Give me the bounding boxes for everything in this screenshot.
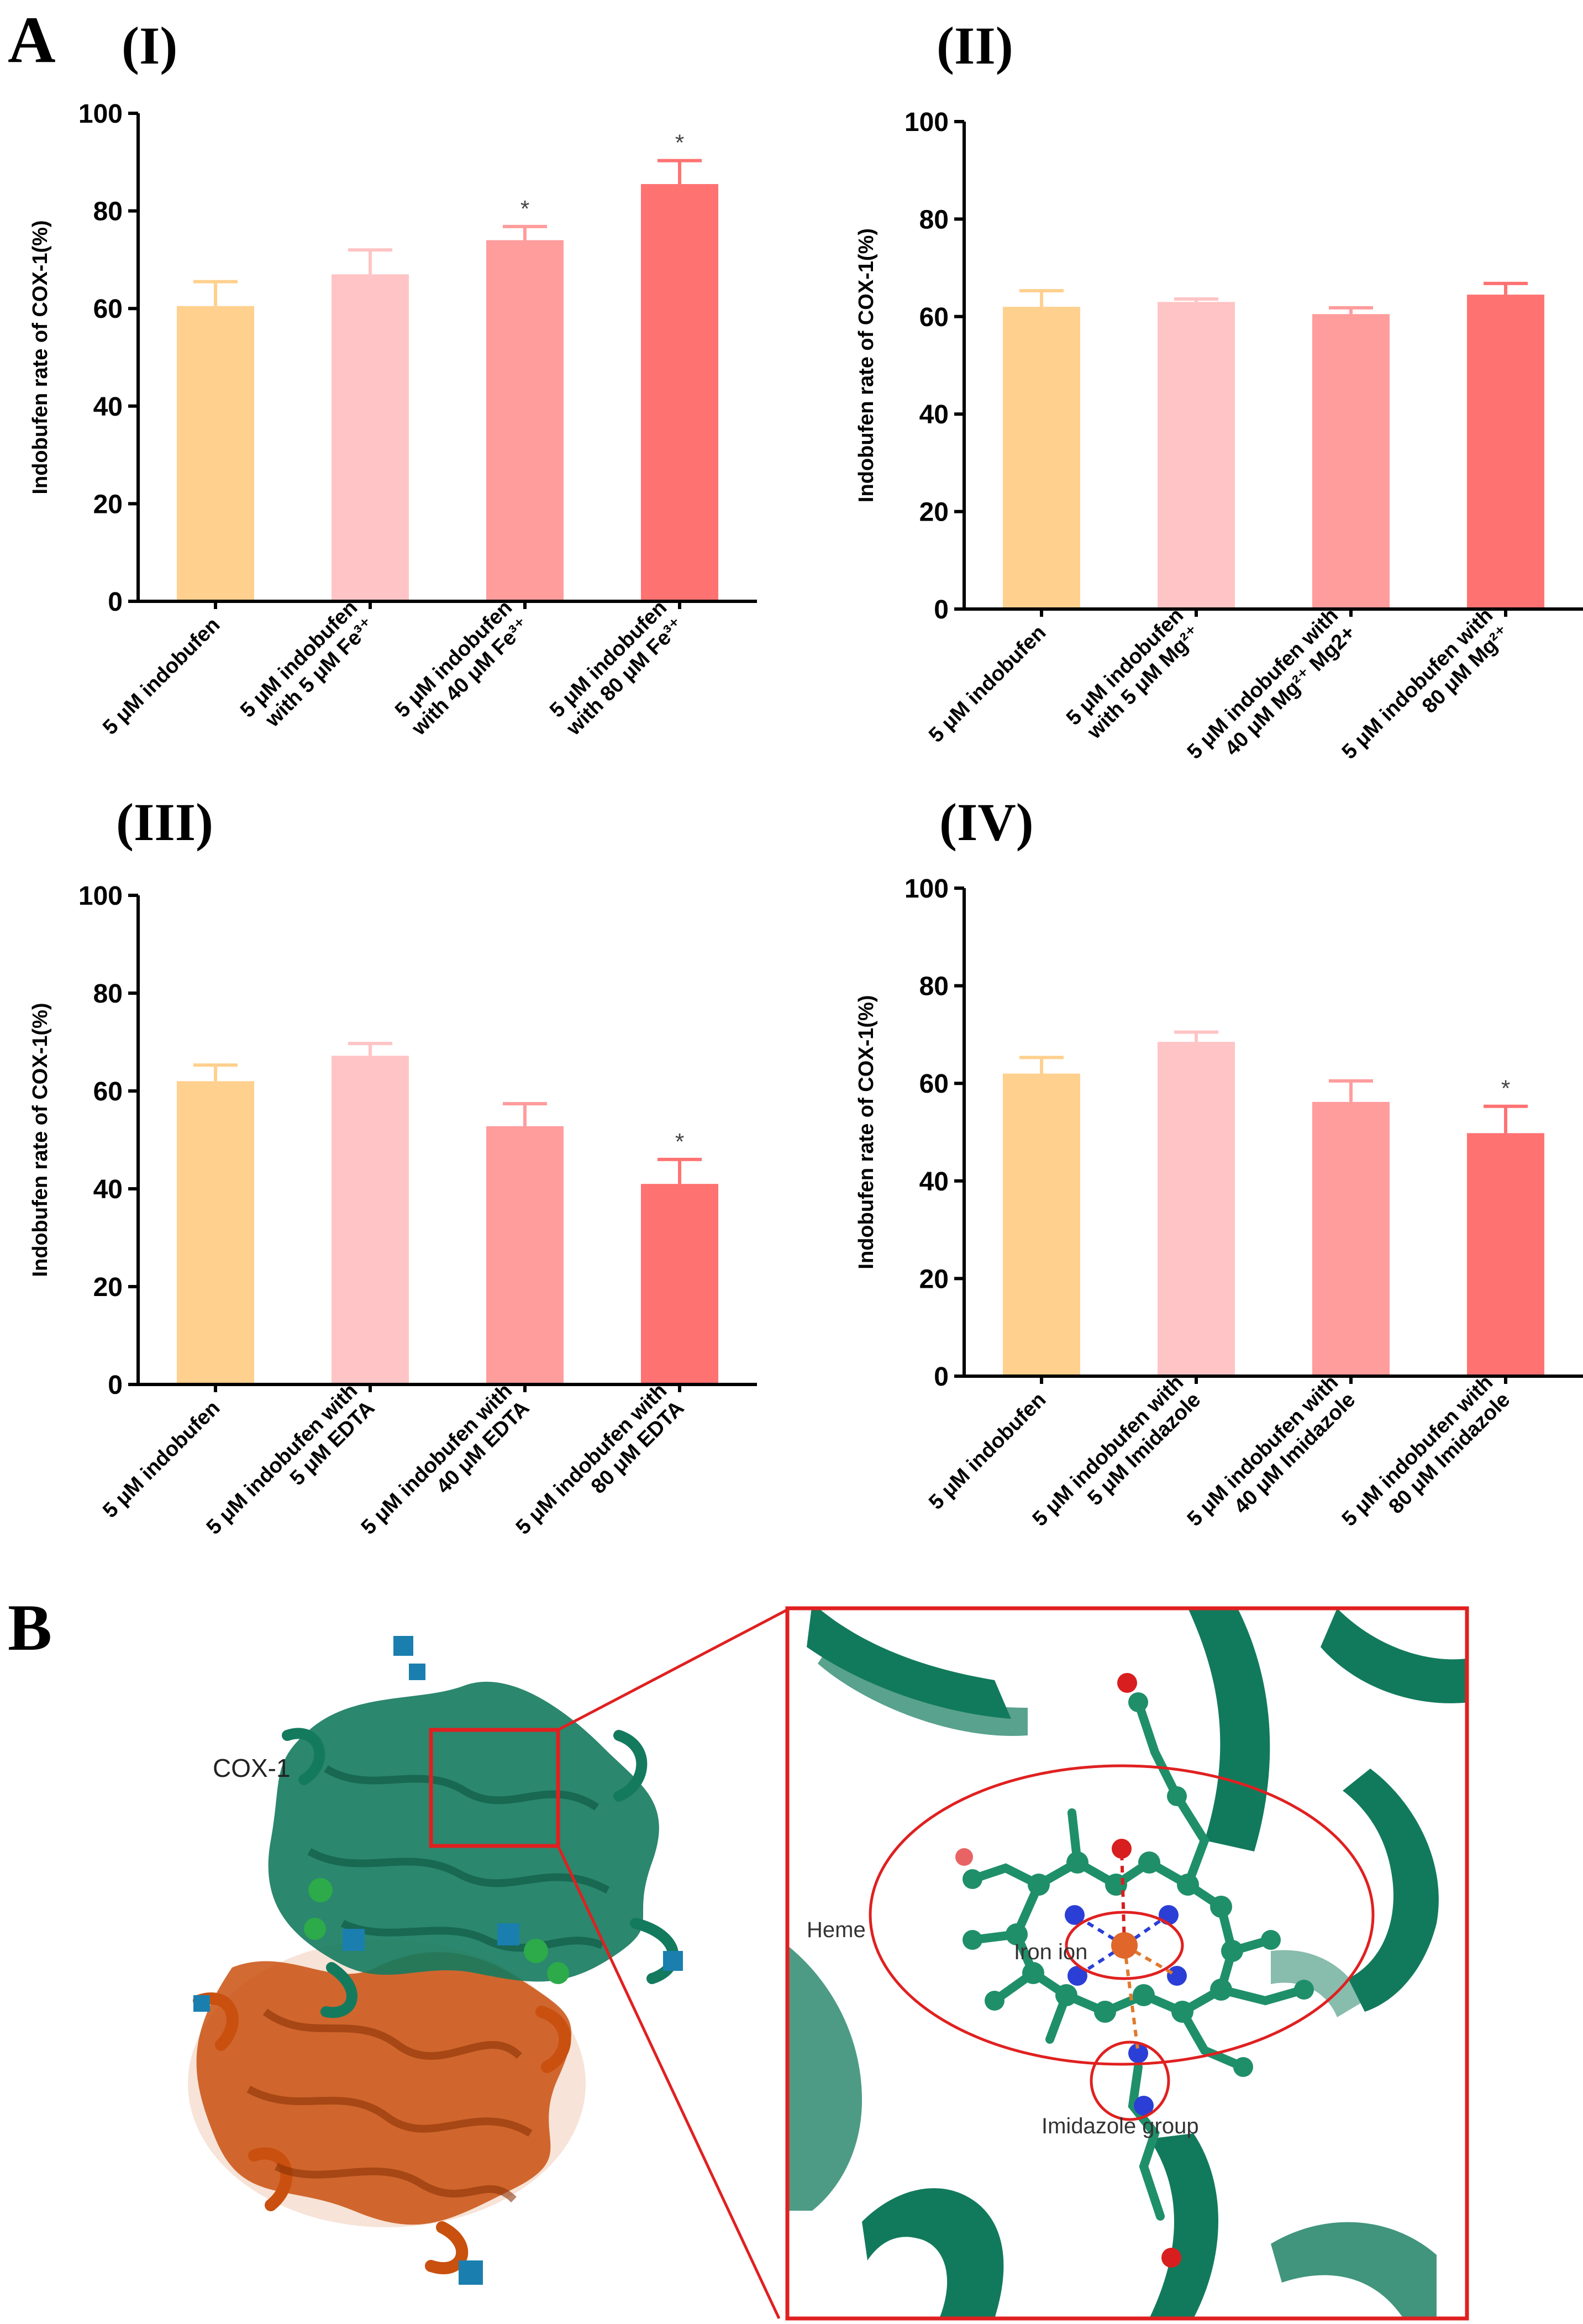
y-axis-label: Indobufen rate of COX-1(%) [29, 220, 52, 494]
x-tick-label-3: 5 μM indobufen with40 μM Imidazole [1183, 1371, 1360, 1549]
bar-3 [1312, 314, 1390, 609]
y-tick-label: 60 [919, 303, 949, 332]
iron-ion-atom [1111, 1932, 1138, 1959]
y-axis-label: Indobufen rate of COX-1(%) [855, 228, 878, 502]
cox1-protein-structure: COX-1 [188, 1607, 791, 2320]
glycan-markers [193, 1636, 683, 2285]
chart-title: (III) [116, 793, 213, 852]
y-tick-label: 0 [934, 1362, 949, 1392]
bar-2 [1158, 1042, 1235, 1376]
x-tick-label-4: 5 μM indobufenwith 80 μM Fe³⁺ [545, 596, 689, 741]
significance-mark-4: * [675, 130, 684, 156]
zoom-line-top [557, 1607, 791, 1732]
y-tick-label: 40 [919, 1167, 949, 1197]
bar-4 [1467, 1133, 1544, 1376]
heme-highlight-ellipse [869, 1764, 1375, 2066]
iron-highlight-ellipse [1065, 1911, 1184, 1980]
heme-label: Heme [807, 1918, 866, 1942]
x-tick-label-4: 5 μM indobufen with80 μM Imidazole [1338, 1371, 1515, 1549]
y-tick-label: 100 [904, 874, 949, 904]
y-tick-label: 40 [93, 392, 123, 422]
y-tick-label: 40 [919, 400, 949, 429]
bar-1 [1003, 1073, 1080, 1376]
zoom-line-bottom [556, 1845, 781, 2320]
bar-3 [486, 240, 564, 602]
coordination-bonds [1074, 1848, 1178, 2054]
y-tick-label: 0 [108, 1371, 123, 1400]
cox1-label: COX-1 [213, 1754, 291, 1782]
bar-chart-iv: (IV) Indobufen rate of COX-1(%) 5 μM indob… [855, 793, 1583, 1549]
panel-letter-b: B [8, 1591, 52, 1664]
bar-2 [332, 274, 409, 601]
y-axis-label: Indobufen rate of COX-1(%) [29, 1003, 52, 1277]
bar-4 [1467, 295, 1544, 609]
y-tick-label: 60 [93, 1077, 123, 1106]
y-tick-label: 80 [93, 197, 123, 227]
y-tick-label: 100 [78, 882, 123, 911]
chart-title: (II) [937, 16, 1013, 75]
chart-title: (I) [122, 16, 177, 75]
bar-chart-i: (I) Indobufen rate of COX-1(%) 5 μM indobu… [29, 16, 757, 740]
pocket-helix-ribbons [787, 1608, 1467, 2318]
y-tick-label: 0 [934, 595, 949, 625]
x-tick-label-1: 5 μM indobufen [924, 621, 1050, 747]
zoom-region-box [429, 1728, 560, 1848]
bar-4 [641, 184, 718, 601]
heme-pocket-zoom: Heme Iron ion Imidazole group [785, 1606, 1469, 2321]
imidazole-group-label: Imidazole group [1042, 2114, 1199, 2138]
orange-domain-ribbons [188, 1940, 586, 2274]
x-tick-label-3: 5 μM indobufen with40 μM Mg²⁺ Mg2+ [1183, 604, 1360, 781]
significance-mark-3: * [520, 196, 529, 222]
x-tick-label-2: 5 μM indobufenwith 5 μM Mg²⁺ [1062, 604, 1205, 747]
zoom-panel-frame [785, 1606, 1469, 2321]
chart-title: (IV) [939, 793, 1034, 852]
bar-chart-ii: (II) Indobufen rate of COX-1(%) 5 μM indob… [855, 16, 1583, 781]
x-tick-label-2: 5 μM indobufen with5 μM Imidazole [1028, 1371, 1206, 1549]
bar-2 [332, 1056, 409, 1384]
bar-3 [1312, 1101, 1390, 1376]
y-tick-label: 20 [919, 1265, 949, 1294]
y-tick-label: 60 [919, 1069, 949, 1099]
significance-mark-4: * [1501, 1076, 1510, 1101]
bar-2 [1158, 302, 1235, 609]
heteroatoms [955, 1673, 1187, 2268]
y-tick-label: 60 [93, 295, 123, 324]
y-tick-label: 80 [93, 979, 123, 1009]
bar-1 [1003, 307, 1080, 609]
y-tick-label: 40 [93, 1175, 123, 1204]
y-tick-label: 20 [919, 498, 949, 527]
y-tick-label: 80 [919, 205, 949, 234]
y-tick-label: 100 [904, 108, 949, 137]
y-tick-label: 100 [78, 99, 123, 129]
x-tick-label-3: 5 μM indobufenwith 40 μM Fe³⁺ [390, 596, 534, 741]
bar-chart-iii: (III) Indobufen rate of COX-1(%) 5 μM indo… [29, 793, 757, 1557]
x-tick-label-1: 5 μM indobufen [98, 1397, 224, 1523]
y-axis-label: Indobufen rate of COX-1(%) [855, 995, 878, 1269]
panel-letter-a: A [8, 3, 56, 76]
bar-3 [486, 1126, 564, 1384]
green-domain-ribbons [268, 1681, 679, 2018]
x-tick-label-4: 5 μM indobufen with80 μM Mg²⁺ [1338, 604, 1515, 781]
y-tick-label: 20 [93, 1273, 123, 1302]
bar-4 [641, 1184, 718, 1384]
x-tick-label-1: 5 μM indobufen [924, 1388, 1050, 1514]
bar-1 [177, 1081, 254, 1384]
x-tick-label-3: 5 μM indobufen with40 μM EDTA [357, 1379, 534, 1557]
y-tick-label: 0 [108, 587, 123, 617]
y-tick-label: 80 [919, 972, 949, 1001]
x-tick-label-2: 5 μM indobufen with5 μM EDTA [202, 1379, 380, 1557]
imidazole-highlight-ellipse [1090, 2040, 1170, 2121]
bar-1 [177, 306, 254, 601]
iron-ion-label: Iron ion [1014, 1940, 1087, 1964]
y-tick-label: 20 [93, 490, 123, 519]
x-tick-label-1: 5 μM indobufen [98, 613, 224, 739]
x-tick-label-2: 5 μM indobufenwith 5 μM Fe³⁺ [236, 596, 379, 739]
x-tick-label-4: 5 μM indobufen with80 μM EDTA [512, 1379, 689, 1557]
significance-mark-4: * [675, 1129, 684, 1155]
